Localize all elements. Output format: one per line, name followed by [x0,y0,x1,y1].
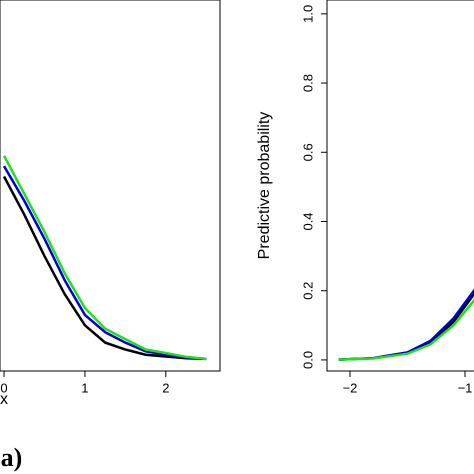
y-tick-label: 0.4 [300,212,315,230]
y-tick-label: 0.8 [300,74,315,92]
series-line [338,298,474,361]
y-tick-label: 0.2 [300,282,315,300]
y-tick-label: 0.0 [300,351,315,369]
x-tick-label: 2 [162,380,169,395]
series-line [2,175,207,361]
panel-label: (a) [0,443,22,472]
x-tick-label: −2 [343,380,358,395]
y-axis-label: Predictive probability [256,112,273,260]
x-axis-label: x [0,391,8,408]
y-tick-label: 0.6 [300,143,315,161]
plot-frame [326,0,474,372]
plot-frame [0,0,221,372]
x-tick-label: 1 [81,380,88,395]
x-tick-label: 0 [0,380,7,395]
series-line [2,155,207,361]
y-tick-label: 1.0 [300,5,315,23]
series-line [2,165,207,361]
x-tick-label: −1 [458,380,473,395]
